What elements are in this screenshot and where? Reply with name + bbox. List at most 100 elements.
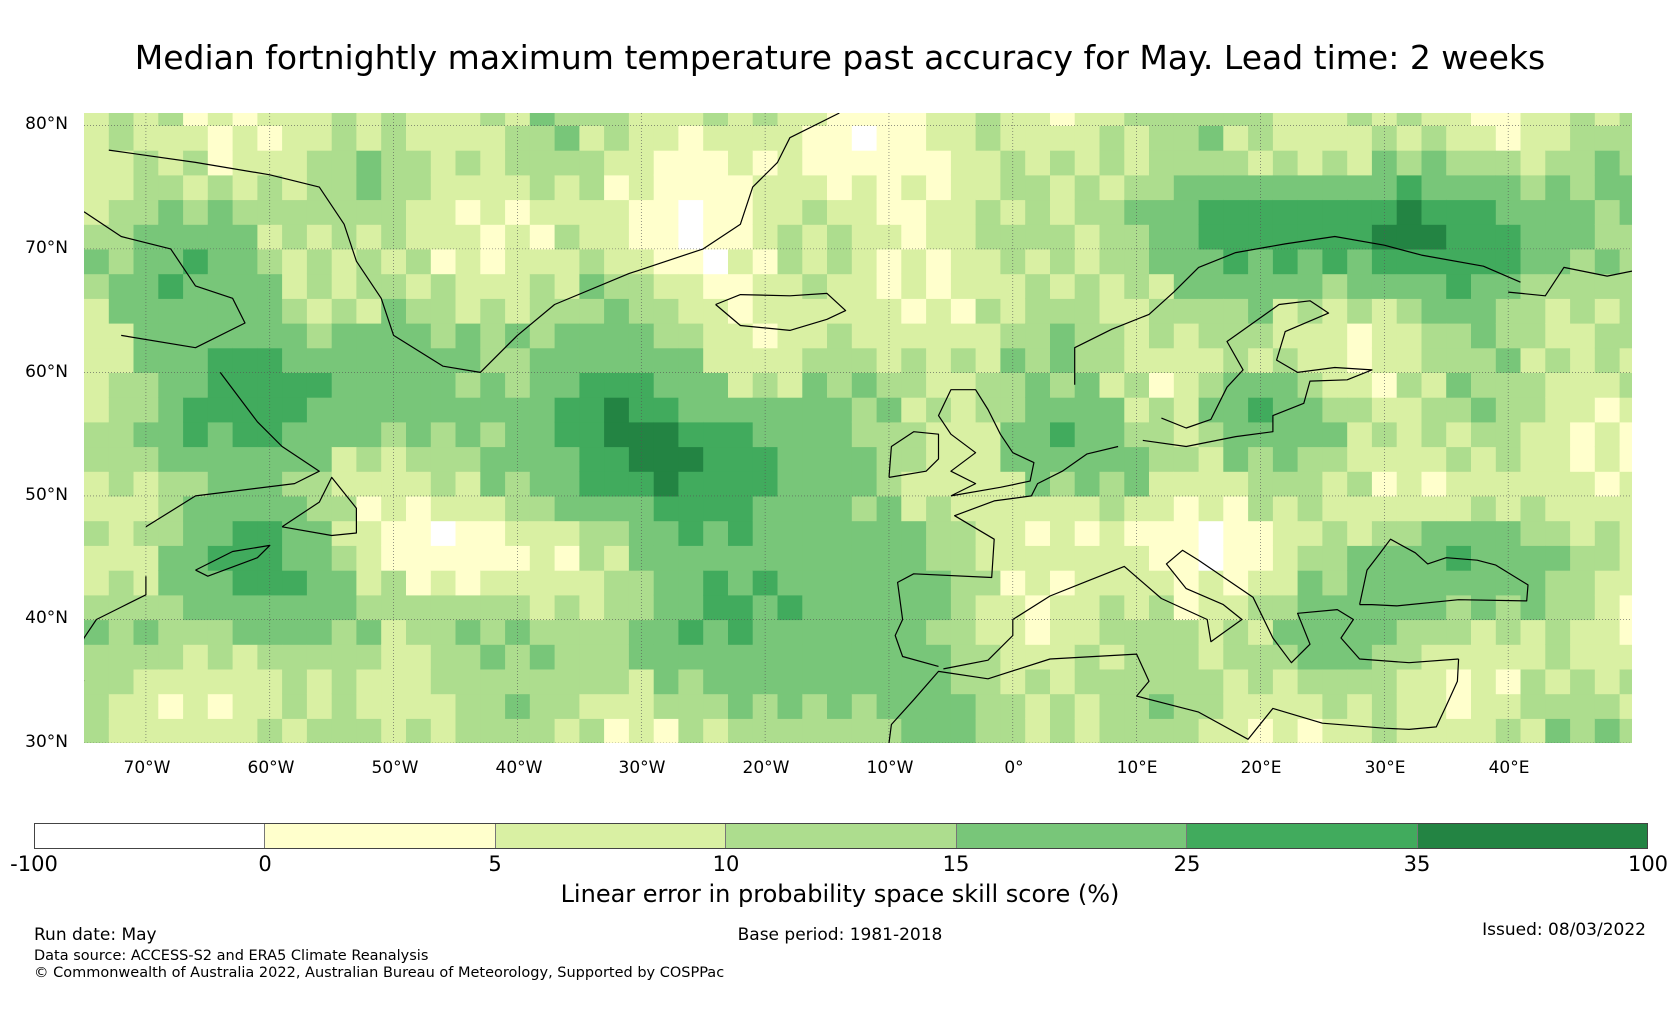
skill-cell [653,520,680,546]
skill-cell [901,718,927,743]
skill-cell [406,150,432,176]
skill-cell [926,372,952,398]
skill-cell [1545,273,1571,299]
skill-cell [950,248,977,275]
skill-cell [554,668,580,695]
skill-cell [975,372,1001,398]
skill-cell [1223,397,1249,423]
skill-cell [777,224,803,250]
skill-cell [1570,125,1596,151]
skill-cell [728,224,754,250]
skill-cell [678,520,704,546]
skill-cell [604,718,630,743]
skill-cell [183,174,209,201]
skill-cell [926,113,952,126]
skill-cell [1495,693,1522,719]
skill-cell [1495,446,1522,472]
skill-cell [1520,323,1546,349]
skill-cell [529,372,556,398]
skill-cell [1371,273,1398,299]
skill-cell [876,273,902,299]
skill-cell [554,520,580,546]
skill-cell [1471,174,1497,201]
skill-cell [529,421,556,448]
skill-cell [777,397,803,423]
skill-cell [628,199,655,225]
skill-cell [851,248,878,275]
skill-cell [975,224,1001,250]
skill-cell [1619,570,1632,596]
skill-cell [1347,495,1373,522]
skill-cell [331,421,358,448]
skill-cell [331,570,358,596]
skill-cell [158,113,184,126]
skill-cell [950,718,977,743]
black-sea-coast [1359,538,1529,607]
skill-cell [108,347,135,373]
skill-cell [158,545,184,571]
skill-cell [1520,693,1546,719]
skill-cell [331,150,358,176]
skill-cell [554,273,580,299]
skill-cell [827,273,853,299]
skill-cell [1495,199,1522,225]
skill-cell [752,174,779,201]
skill-cell [282,421,308,448]
skill-cell [1471,570,1497,596]
lat-label: 80°N [25,114,68,134]
skill-cell [1124,471,1150,497]
skill-cell [1272,594,1299,621]
skill-cell [505,693,531,719]
skill-cell [1520,520,1546,546]
skill-cell [381,693,407,719]
skill-cell [703,570,729,596]
skill-cell [1594,471,1621,497]
skill-cell [133,495,159,522]
skill-cell [282,397,308,423]
skill-cell [356,113,382,126]
skill-cell [1025,323,1051,349]
skill-cell [901,174,927,201]
skill-cell [207,644,234,670]
skill-cell [1347,520,1373,546]
skill-cell [827,644,853,670]
skill-cell [331,323,358,349]
skill-cell [1570,421,1596,448]
skill-cell [752,495,779,522]
skill-cell [1495,150,1522,176]
skill-cell [579,668,605,695]
skill-cell [975,125,1001,151]
skill-cell [183,113,209,126]
skill-cell [579,372,605,398]
skill-cell [1520,495,1546,522]
skill-cell [1124,397,1150,423]
skill-cell [183,644,209,670]
skill-cell [678,372,704,398]
skill-cell [728,421,754,448]
skill-cell [851,594,878,621]
skill-cell [356,668,382,695]
skill-cell [628,397,655,423]
skill-cell [232,298,258,324]
skill-cell [133,446,159,472]
skill-cell [1520,718,1546,743]
skill-cell [207,520,234,546]
skill-cell [529,668,556,695]
skill-cell [1025,150,1051,176]
lon-label: 10°E [1116,758,1158,778]
skill-cell [975,471,1001,497]
skill-cell [282,644,308,670]
skill-cell [406,397,432,423]
skill-cell [1545,125,1571,151]
skill-cell [1149,495,1175,522]
north-africa-coast [888,653,1460,743]
skill-cell [1124,693,1150,719]
skill-cell [1198,298,1224,324]
skill-cell [306,668,333,695]
skill-cell [1124,421,1150,448]
skill-cell [84,174,110,201]
skill-cell [529,397,556,423]
skill-cell [306,495,333,522]
skill-cell [455,718,481,743]
skill-cell [1594,495,1621,522]
